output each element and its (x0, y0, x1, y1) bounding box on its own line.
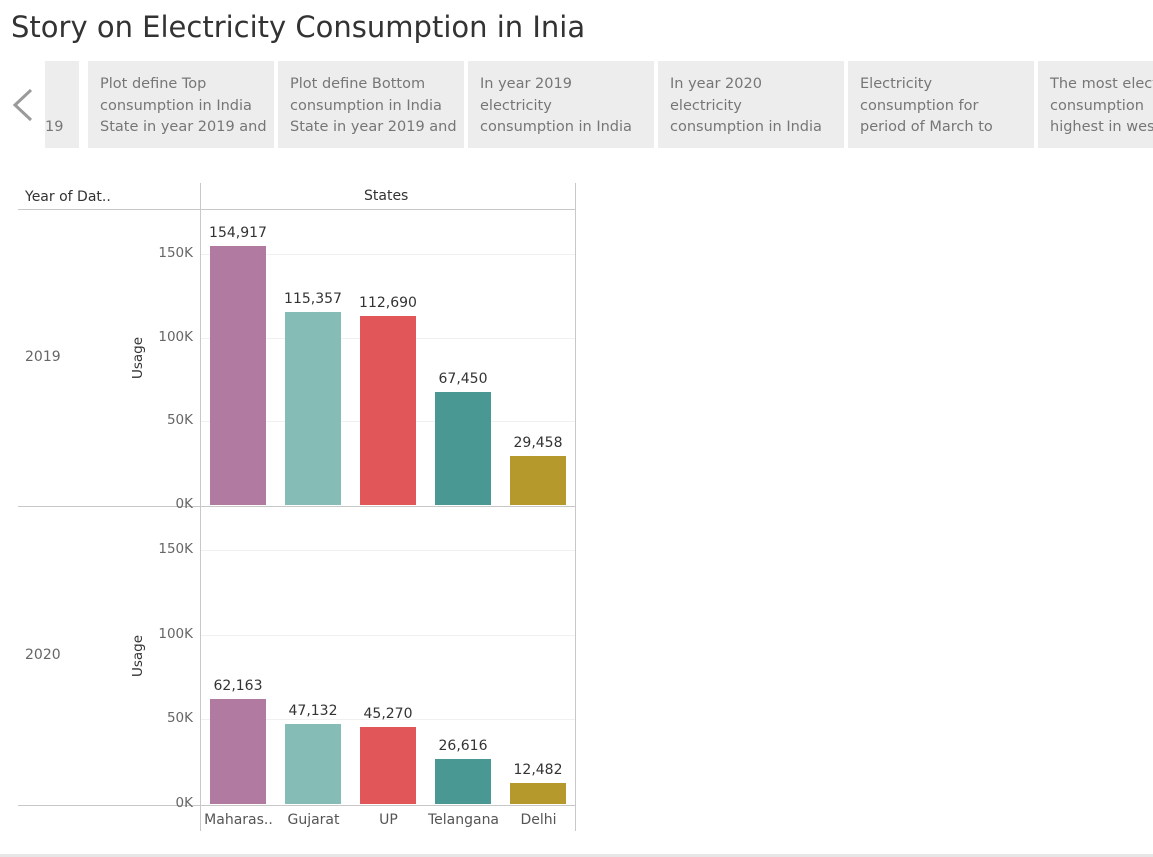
chevron-left-icon (12, 88, 32, 121)
story-point-text: Electricity (860, 76, 933, 92)
data-label: 112,690 (359, 295, 417, 312)
gridline (201, 634, 575, 636)
plot-left-border (200, 210, 201, 831)
y-tick-label: 100K (158, 328, 193, 345)
column-header: States (364, 188, 409, 204)
bar-delhi-2020[interactable] (510, 782, 566, 804)
x-category-label: Gujarat (287, 812, 340, 828)
story-point-7[interactable]: The most electricity consumption in highes… (1038, 61, 1153, 148)
data-label: 12,482 (513, 761, 563, 778)
bar-maharas-2020[interactable] (210, 698, 266, 804)
story-title: Story on Electricity Consumption in Inia (11, 10, 586, 44)
story-point-5[interactable]: In year 2020 electricity consumption in In… (658, 61, 844, 148)
bar-delhi-2019[interactable] (510, 455, 566, 505)
data-label: 47,132 (288, 703, 338, 720)
bar-up-2019[interactable] (360, 316, 416, 505)
story-point-text: In year 2019 (480, 76, 572, 92)
y-tick-label: 0K (175, 795, 193, 811)
x-category-label: Maharas.. (204, 812, 273, 828)
gridline (201, 550, 575, 552)
bar-maharas-2019[interactable] (210, 245, 266, 505)
header-underline (18, 209, 575, 210)
story-point-text: 19 (45, 119, 64, 135)
data-label: 29,458 (513, 434, 563, 451)
story-point-text: consumption in India (290, 97, 442, 114)
row-label-2020: 2020 (25, 646, 61, 663)
bar-telangana-2019[interactable] (435, 392, 491, 505)
story-point-text: electricity (670, 97, 742, 114)
data-label: 67,450 (438, 371, 488, 388)
gridline (201, 253, 575, 255)
story-navigator: 19 Plot define Top consumption in India Sta… (45, 61, 1153, 148)
axis-bottom (18, 805, 575, 806)
story-point-1[interactable]: 19 (45, 61, 79, 148)
story-point-6[interactable]: Electricity consumption for period of Marc… (848, 61, 1034, 148)
y-tick-label: 50K (166, 710, 193, 727)
story-point-text: Plot define Top (100, 76, 207, 92)
story-point-text: State in year 2019 and (100, 119, 267, 135)
bar-gujarat-2020[interactable] (285, 724, 341, 804)
story-point-text: Plot define Bottom (290, 76, 426, 92)
data-label: 115,357 (284, 290, 342, 307)
row-label-2019: 2019 (25, 349, 61, 365)
story-point-text: consumption in India (100, 97, 252, 114)
y-tick-label: 100K (158, 625, 193, 642)
previous-story-point-button[interactable] (0, 61, 45, 148)
x-category-label: UP (379, 812, 398, 828)
y-tick-label: 0K (175, 496, 193, 512)
story-point-text: consumption in India (480, 119, 632, 135)
story-point-text: consumption in (1050, 97, 1144, 114)
story-point-4[interactable]: In year 2019 electricity consumption in In… (468, 61, 654, 148)
gridline (201, 719, 575, 721)
data-label: 154,917 (209, 224, 267, 241)
story-point-text: highest in west (1050, 119, 1153, 135)
data-label: 26,616 (438, 737, 488, 754)
story-point-text: The most electricity (1050, 76, 1153, 92)
x-category-label: Delhi (520, 812, 557, 828)
data-label: 45,270 (363, 706, 413, 723)
story-point-text: period of March to (860, 119, 993, 135)
row-header: Year of Dat.. (25, 189, 111, 205)
bar-gujarat-2019[interactable] (285, 311, 341, 505)
plot-right-border (575, 183, 576, 831)
bar-up-2020[interactable] (360, 727, 416, 804)
story-point-text: In year 2020 (670, 76, 762, 92)
x-category-label: Telangana (427, 812, 500, 828)
story-point-3[interactable]: Plot define Bottom consumption in India St… (278, 61, 464, 148)
pane-divider (18, 506, 575, 507)
y-tick-label: 150K (158, 244, 193, 261)
story-point-text: consumption for (860, 97, 979, 114)
bottom-divider (0, 854, 1153, 857)
story-point-2[interactable]: Plot define Top consumption in India State… (88, 61, 274, 148)
story-point-text: electricity (480, 97, 552, 114)
story-point-text (45, 74, 79, 96)
data-label: 62,163 (213, 677, 263, 694)
bar-telangana-2020[interactable] (435, 758, 491, 804)
story-point-text: State in year 2019 and (290, 119, 457, 135)
story-point-text: consumption in India (670, 119, 822, 135)
y-tick-label: 50K (166, 412, 193, 429)
bar-chart: Year of Dat.. States 2019 Usage 0K 50K 100K 1… (0, 148, 600, 857)
y-tick-label: 150K (158, 541, 193, 558)
header-divider (200, 183, 201, 210)
story-point-text (45, 96, 79, 118)
